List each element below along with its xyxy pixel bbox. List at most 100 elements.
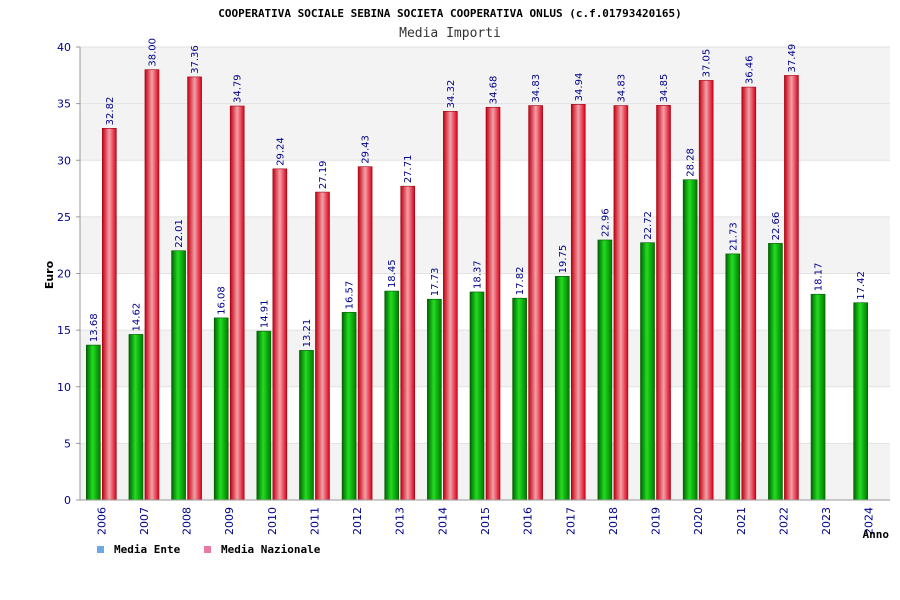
bar-media-ente: [682, 179, 698, 501]
value-label: 34.79: [233, 74, 244, 103]
x-tick-label: 2020: [692, 507, 705, 535]
x-tick-label: 2021: [735, 507, 748, 535]
value-label: 16.08: [217, 286, 228, 315]
legend-swatch-ente: [97, 546, 104, 553]
y-tick-label: 25: [57, 211, 71, 224]
value-label: 19.75: [558, 245, 569, 274]
value-label: 36.46: [744, 55, 755, 84]
bar-media-nazionale: [443, 111, 458, 501]
legend-label-ente: Media Ente: [114, 543, 181, 556]
x-tick-label: 2022: [777, 507, 790, 535]
value-label: 34.68: [489, 76, 500, 105]
value-label: 28.28: [686, 148, 697, 177]
x-tick-label: 2024: [863, 507, 876, 535]
legend-swatch-nazionale: [204, 546, 211, 553]
value-label: 27.71: [403, 155, 414, 184]
bar-media-ente: [128, 334, 144, 501]
value-label: 22.01: [174, 219, 185, 248]
x-tick-label: 2017: [564, 507, 577, 535]
x-tick-label: 2012: [351, 507, 364, 535]
y-tick-label: 15: [57, 324, 71, 337]
bar-media-ente: [384, 290, 400, 501]
value-label: 29.24: [275, 137, 286, 166]
bar-media-ente: [256, 330, 272, 501]
value-label: 22.96: [600, 208, 611, 237]
bar-media-ente: [469, 291, 485, 501]
bar-media-nazionale: [741, 86, 757, 501]
value-label: 34.94: [574, 73, 585, 102]
bar-media-ente: [299, 350, 314, 501]
value-label: 38.00: [147, 38, 158, 67]
x-tick-label: 2015: [479, 507, 492, 535]
bar-media-nazionale: [485, 106, 501, 501]
y-axis-label: Euro: [43, 260, 56, 289]
x-axis-label: Anno: [863, 528, 890, 541]
y-tick-label: 40: [57, 41, 71, 54]
x-tick-label: 2016: [522, 507, 535, 535]
value-label: 22.66: [771, 212, 782, 241]
x-tick-label: 2018: [607, 507, 620, 535]
bar-media-ente: [597, 239, 613, 501]
bar-media-ente: [768, 243, 783, 501]
bar-media-nazionale: [784, 75, 799, 501]
bar-media-nazionale: [528, 105, 543, 501]
value-label: 34.32: [446, 80, 457, 109]
bar-media-nazionale: [570, 104, 586, 501]
value-label: 29.43: [361, 135, 372, 164]
bar-media-nazionale: [357, 166, 373, 501]
bar-media-ente: [554, 276, 570, 501]
legend: Media Ente Media Nazionale: [97, 543, 321, 556]
x-tick-label: 2011: [308, 507, 321, 535]
value-label: 34.83: [531, 74, 542, 103]
bar-media-nazionale: [613, 105, 629, 501]
y-tick-label: 35: [57, 98, 71, 111]
bar-media-ente: [427, 298, 442, 501]
bar-media-nazionale: [315, 191, 330, 501]
y-tick-label: 10: [57, 381, 71, 394]
value-label: 37.36: [190, 45, 201, 74]
value-label: 34.85: [659, 74, 670, 103]
value-label: 37.05: [702, 49, 713, 78]
bar-media-nazionale: [272, 168, 288, 501]
bar-media-nazionale: [698, 80, 714, 501]
value-label: 34.83: [616, 74, 627, 103]
value-label: 18.45: [387, 259, 398, 288]
legend-label-nazionale: Media Nazionale: [221, 543, 321, 556]
bar-media-nazionale: [656, 105, 671, 501]
bar-media-nazionale: [144, 69, 160, 501]
x-tick-label: 2019: [650, 507, 663, 535]
value-label: 13.21: [302, 319, 313, 348]
bars: 13.68 32.82 14.62 38.00 22.01 37.36 16.08 34.79…: [86, 38, 868, 501]
value-label: 18.37: [473, 260, 484, 289]
y-tick-label: 0: [64, 494, 71, 507]
x-tick-label: 2014: [436, 507, 449, 535]
value-label: 17.73: [430, 268, 441, 297]
value-label: 14.91: [259, 300, 270, 329]
value-label: 13.68: [89, 313, 100, 342]
value-label: 21.73: [728, 222, 739, 251]
value-label: 37.49: [787, 44, 798, 73]
value-label: 18.17: [814, 263, 825, 292]
value-label: 32.82: [105, 97, 116, 126]
bar-media-nazionale: [187, 76, 202, 501]
x-tick-label: 2010: [266, 507, 279, 535]
x-tick-label: 2009: [223, 507, 236, 535]
bar-media-ente: [853, 302, 868, 501]
value-label: 27.19: [318, 160, 329, 189]
bar-media-ente: [171, 250, 186, 501]
bar-media-ente: [810, 293, 826, 501]
chart-title: COOPERATIVA SOCIALE SEBINA SOCIETA COOPE…: [218, 7, 682, 20]
x-tick-label: 2023: [820, 507, 833, 535]
bar-media-nazionale: [102, 128, 117, 501]
x-tick-label: 2006: [95, 507, 108, 535]
y-tick-label: 20: [57, 268, 71, 281]
y-tick-label: 30: [57, 154, 71, 167]
bar-media-ente: [512, 297, 527, 501]
value-label: 17.82: [515, 267, 526, 296]
x-tick-label: 2007: [138, 507, 151, 535]
bar-media-nazionale: [229, 105, 245, 501]
value-label: 14.62: [131, 303, 142, 332]
x-axis-ticks: 2006 2007 2008 2009 2010 2011 2012 2013 2014 2015…: [95, 507, 875, 535]
bar-media-ente: [341, 312, 357, 501]
